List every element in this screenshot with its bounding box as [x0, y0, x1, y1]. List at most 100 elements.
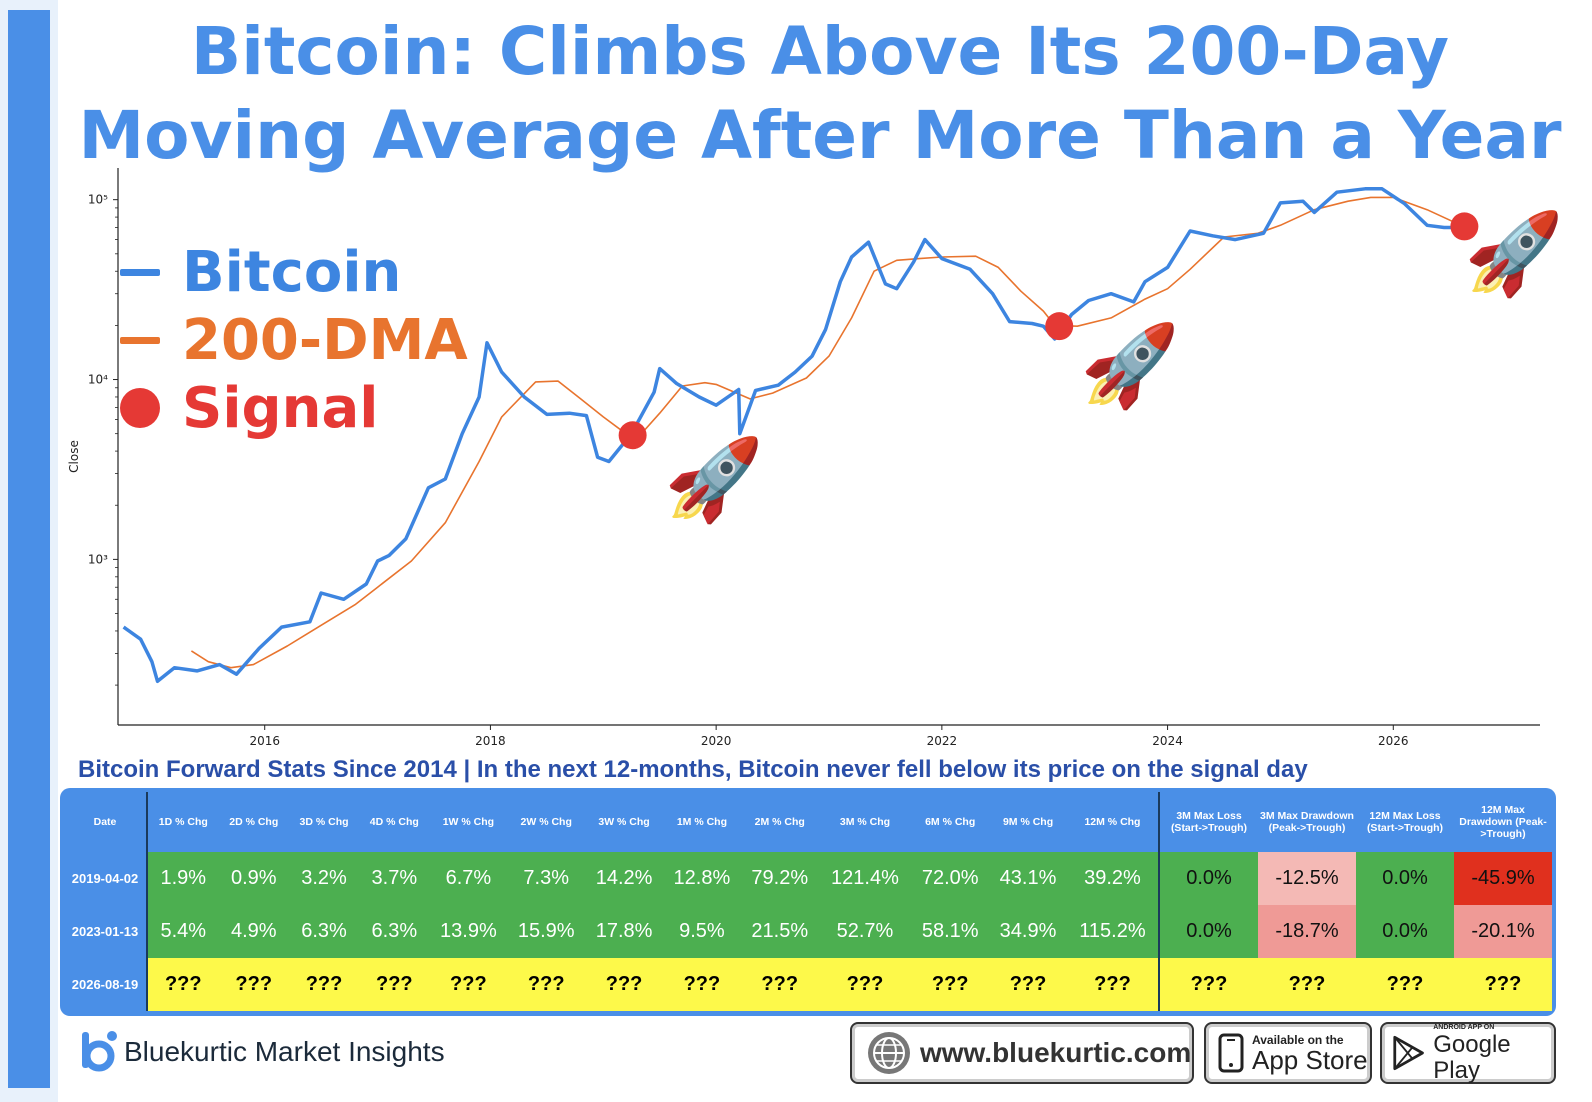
- table-cell: ???: [740, 958, 819, 1011]
- website-link[interactable]: www.bluekurtic.com: [850, 1022, 1194, 1084]
- table-cell: 5.4%: [147, 905, 219, 958]
- table-cell: 12.8%: [662, 852, 741, 905]
- x-tick-label: 2024: [1152, 734, 1183, 748]
- column-header: 3M % Chg: [818, 792, 912, 852]
- table-cell: ???: [1454, 958, 1552, 1011]
- row-date: 2023-01-13: [64, 905, 148, 958]
- legend-dma: 200-DMA: [120, 306, 468, 374]
- column-header: 1D % Chg: [147, 792, 219, 852]
- table-cell: 9.5%: [662, 905, 741, 958]
- y-axis-label: Close: [67, 440, 81, 473]
- table-cell: 34.9%: [989, 905, 1067, 958]
- column-header: 2W % Chg: [507, 792, 586, 852]
- page-title: Bitcoin: Climbs Above Its 200-Day Moving…: [78, 13, 1562, 174]
- table-cell: -18.7%: [1258, 905, 1356, 958]
- globe-icon: [868, 1032, 910, 1074]
- table-cell: 1.9%: [147, 852, 219, 905]
- table-cell: -20.1%: [1454, 905, 1552, 958]
- column-header: 9M % Chg: [989, 792, 1067, 852]
- y-tick-label: 10⁵: [88, 193, 108, 207]
- table-row: 2023-01-13 5.4% 4.9% 6.3% 6.3% 13.9% 15.9% 17.8…: [64, 905, 1552, 958]
- row-date: 2026-08-19: [64, 958, 148, 1011]
- signal-point: [1450, 212, 1479, 241]
- chart-signals: [618, 212, 1479, 450]
- column-header: Date: [64, 792, 148, 852]
- column-header: 2M % Chg: [740, 792, 819, 852]
- table-cell: 17.8%: [585, 905, 663, 958]
- table-cell: 121.4%: [818, 852, 912, 905]
- table-cell: -12.5%: [1258, 852, 1356, 905]
- column-header: 1W % Chg: [429, 792, 508, 852]
- table-cell: 43.1%: [989, 852, 1067, 905]
- forward-stats-table: Date 1D % Chg 2D % Chg 3D % Chg 4D % Chg 1W %…: [60, 788, 1556, 1016]
- y-tick-label: 10³: [88, 552, 108, 566]
- column-header: 12M Max Loss (Start->Trough): [1356, 792, 1454, 852]
- table-cell: 72.0%: [911, 852, 990, 905]
- legend-signal: Signal: [120, 374, 468, 442]
- table-cell: ???: [218, 958, 289, 1011]
- column-header: 12M Max Drawdown (Peak->Trough): [1454, 792, 1552, 852]
- play-small-text: ANDROID APP ON: [1433, 1023, 1495, 1031]
- legend-signal-swatch: [120, 388, 160, 428]
- column-header: 3W % Chg: [585, 792, 663, 852]
- table-cell: 0.0%: [1356, 852, 1454, 905]
- table-cell: ???: [1258, 958, 1356, 1011]
- y-tick-label: 10⁴: [88, 373, 108, 387]
- side-accent-bar: [0, 0, 58, 1102]
- table-cell: -45.9%: [1454, 852, 1552, 905]
- table-cell: 115.2%: [1066, 905, 1159, 958]
- google-play-badge[interactable]: ANDROID APP ON Google Play: [1380, 1022, 1556, 1084]
- app-store-big-text: App Store: [1252, 1045, 1368, 1075]
- table-cell: ???: [359, 958, 430, 1011]
- table-cell: ???: [147, 958, 219, 1011]
- x-tick-label: 2020: [701, 734, 732, 748]
- table-cell: ???: [1066, 958, 1159, 1011]
- row-date: 2019-04-02: [64, 852, 148, 905]
- column-header: 6M % Chg: [911, 792, 990, 852]
- table-cell: 6.3%: [288, 905, 360, 958]
- play-big-text: Google Play: [1433, 1030, 1511, 1084]
- table-cell: 6.3%: [359, 905, 430, 958]
- app-store-badge[interactable]: Available on the App Store: [1204, 1022, 1372, 1084]
- x-tick-label: 2022: [927, 734, 958, 748]
- website-url: www.bluekurtic.com: [920, 1037, 1192, 1068]
- table-cell: 15.9%: [507, 905, 586, 958]
- chart-legend: Bitcoin 200-DMA Signal: [120, 238, 468, 442]
- chart-axes: [117, 168, 1540, 726]
- table-cell: ???: [662, 958, 741, 1011]
- table-cell: ???: [429, 958, 508, 1011]
- x-tick-label: 2018: [475, 734, 506, 748]
- table-cell: 7.3%: [507, 852, 586, 905]
- table-cell: 6.7%: [429, 852, 508, 905]
- signal-point: [1045, 312, 1074, 341]
- table-cell: 0.9%: [218, 852, 289, 905]
- table-cell: ???: [989, 958, 1067, 1011]
- table-row: 2019-04-02 1.9% 0.9% 3.2% 3.7% 6.7% 7.3% 14.2% 1…: [64, 852, 1552, 905]
- signal-point: [618, 421, 647, 450]
- table-row: 2026-08-19??????????????????????????????…: [64, 958, 1552, 1011]
- bluekurtic-logo-icon: [82, 1031, 117, 1072]
- legend-dma-label: 200-DMA: [182, 307, 468, 373]
- x-tick-label: 2016: [249, 734, 280, 748]
- table-cell: 0.0%: [1158, 905, 1258, 958]
- table-cell: 39.2%: [1066, 852, 1159, 905]
- table-cell: 0.0%: [1356, 905, 1454, 958]
- play-icon: [1393, 1035, 1424, 1071]
- table-cell: ???: [585, 958, 663, 1011]
- legend-signal-label: Signal: [182, 375, 379, 441]
- table-cell: 21.5%: [740, 905, 819, 958]
- column-header: 2D % Chg: [218, 792, 289, 852]
- brand-logo: Bluekurtic Market Insights: [78, 1028, 445, 1076]
- table-cell: 79.2%: [740, 852, 819, 905]
- brand-name: Bluekurtic Market Insights: [124, 1036, 445, 1067]
- table-cell: 3.7%: [359, 852, 430, 905]
- phone-icon: [1218, 1033, 1244, 1073]
- x-tick-label: 2026: [1378, 734, 1409, 748]
- legend-bitcoin-label: Bitcoin: [182, 239, 402, 305]
- legend-bitcoin-swatch: [120, 268, 160, 276]
- column-header: 3M Max Drawdown (Peak->Trough): [1258, 792, 1356, 852]
- rocket-icon: 🚀: [1464, 207, 1564, 300]
- stats-caption: Bitcoin Forward Stats Since 2014 | In th…: [78, 756, 1308, 783]
- price-chart: 2016 2018 2020 2022 2024 2026 10³ 10⁴ 10⁵ Close: [67, 168, 1540, 748]
- table-cell: ???: [1356, 958, 1454, 1011]
